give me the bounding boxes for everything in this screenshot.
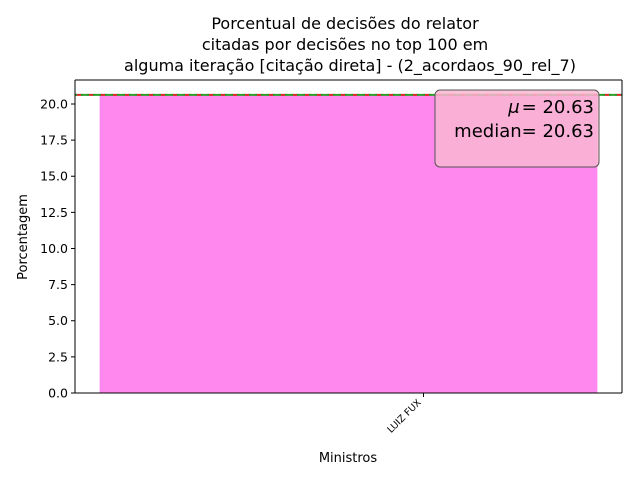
stats-box-background [434,89,600,168]
y-axis-label: Porcentagem [16,194,31,280]
y-ticks: 0.0 2.5 5.0 7.5 10.0 12.5 15.0 17.5 20.0 [40,96,75,401]
chart-title-line-1: Porcentual de decisões do relator [211,14,479,33]
y-tick-label: 10.0 [40,241,68,256]
stats-mean-value: = 20.63 [522,97,594,118]
y-tick-label: 17.5 [40,133,68,148]
stats-mean-symbol: μ [507,97,519,118]
stats-mean-line: μ = 20.63 [507,97,594,118]
y-tick-label: 7.5 [48,277,68,292]
stats-median-line: median= 20.63 [454,121,594,142]
x-ticks: LUIZ FUX [385,393,424,436]
y-tick-label: 20.0 [40,96,68,111]
chart-title-line-3: alguma iteração [citação direta] - (2_ac… [124,56,576,76]
chart-title-line-2: citadas por decisões no top 100 em [202,35,488,54]
x-axis-label: Ministros [319,451,378,466]
x-tick-label: LUIZ FUX [385,397,424,436]
y-tick-label: 0.0 [48,386,68,401]
axes [74,79,623,394]
stats-median-value: = 20.63 [522,121,594,142]
y-tick-label: 15.0 [40,169,68,184]
stats-median-label: median [454,121,521,142]
stats-box: μ = 20.63 median= 20.63 [434,89,600,168]
y-tick-label: 12.5 [40,205,68,220]
y-tick-label: 5.0 [48,313,68,328]
y-tick-label: 2.5 [48,349,68,364]
